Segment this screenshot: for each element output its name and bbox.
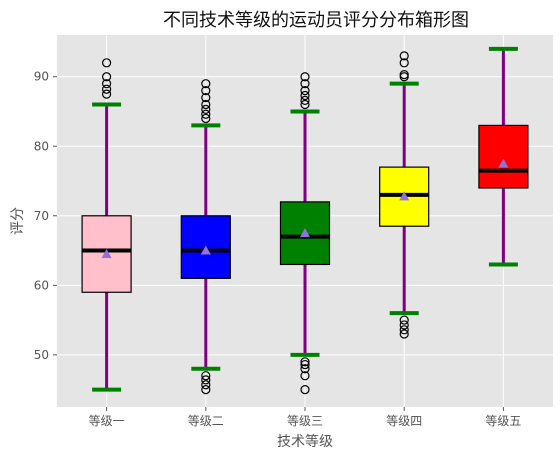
y-tick-label: 50 (34, 348, 49, 362)
mean-marker (200, 245, 211, 255)
outlier-point (300, 79, 310, 89)
outlier-point (399, 325, 409, 335)
x-axis-label: 技术等级 (277, 433, 333, 450)
outlier-point (201, 113, 211, 124)
outlier-point (399, 70, 409, 80)
y-tick-label: 60 (34, 278, 49, 292)
outlier-point (300, 357, 310, 367)
outlier-point (201, 385, 211, 395)
y-axis-label: 评分 (10, 207, 26, 235)
box-body (279, 201, 331, 266)
outlier-point (201, 375, 211, 385)
outlier-point (300, 385, 310, 395)
outlier-point (101, 89, 112, 99)
x-tick-label: 等级五 (485, 414, 521, 428)
outlier-point (101, 58, 112, 68)
box-4 (379, 51, 430, 339)
outlier-point (300, 95, 310, 105)
outlier-point (300, 371, 310, 381)
x-tick-label: 等级四 (386, 414, 422, 428)
box-5 (478, 46, 529, 267)
y-axis-ticks: 50 60 70 80 90 (34, 70, 57, 362)
box-series (81, 46, 529, 395)
mean-marker (498, 158, 509, 168)
box-3 (279, 72, 331, 395)
outlier-point (101, 79, 112, 89)
outlier-point (201, 79, 211, 89)
chart-title: 不同技术等级的运动员评分分布箱形图 (163, 10, 469, 31)
box-body (478, 124, 529, 189)
outlier-point (300, 359, 310, 370)
x-axis-ticks: 等级一 等级二 等级三 等级四 等级五 (89, 407, 521, 428)
x-tick-label: 等级二 (188, 414, 224, 428)
outlier-point (201, 86, 211, 96)
outlier-point (300, 90, 310, 101)
outlier-point (201, 371, 211, 381)
mean-marker (399, 191, 410, 201)
box-2 (180, 79, 231, 395)
y-tick-label: 80 (34, 139, 49, 153)
mean-marker (300, 228, 310, 238)
outlier-point (101, 72, 112, 82)
outlier-point (101, 84, 112, 94)
outlier-point (399, 315, 409, 325)
outlier-point (201, 380, 211, 390)
outlier-point (300, 72, 310, 82)
outlier-point (201, 92, 211, 103)
outlier-point (201, 109, 211, 119)
box-1 (81, 58, 132, 392)
outlier-point (201, 104, 211, 115)
outlier-point (399, 320, 409, 330)
outlier-point (399, 58, 409, 68)
mean-marker (101, 249, 112, 259)
outlier-point (300, 86, 310, 96)
outlier-point (300, 364, 310, 374)
outlier-point (399, 51, 409, 61)
y-tick-label: 90 (34, 70, 49, 84)
x-tick-label: 等级一 (89, 414, 125, 428)
x-tick-label: 等级三 (287, 414, 323, 428)
y-tick-label: 70 (34, 209, 49, 223)
outlier-point (399, 329, 409, 339)
outlier-point (300, 99, 310, 110)
outlier-point (201, 99, 211, 110)
